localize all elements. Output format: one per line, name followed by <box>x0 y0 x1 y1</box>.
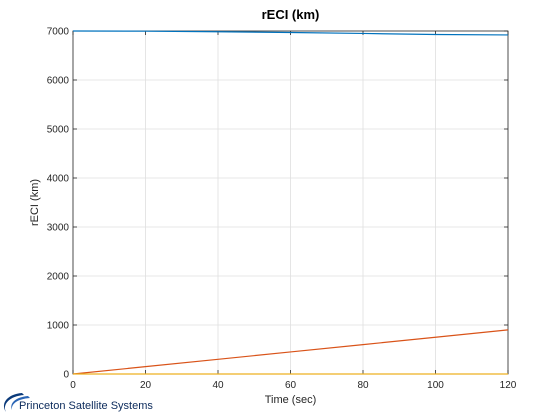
x-axis-label: Time (sec) <box>265 394 317 406</box>
grid <box>72 30 509 375</box>
y-tick-label: 1000 <box>47 321 70 332</box>
x-tick-label: 80 <box>357 380 369 391</box>
x-tick-label: 40 <box>212 380 224 391</box>
x-tick-label: 0 <box>70 380 76 391</box>
y-axis-label: rECI (km) <box>29 179 41 226</box>
x-tick-label: 60 <box>285 380 297 391</box>
axis-ticks: 0 20 40 60 80 100 120 0 1000 2000 3000 4000 5000 6000… <box>47 27 517 392</box>
company-logo: Princeton Satellite Systems <box>0 390 200 418</box>
series-line-1 <box>72 30 509 36</box>
logo-text: Princeton Satellite Systems <box>19 400 153 412</box>
chart-title: rECI (km) <box>262 7 320 22</box>
y-tick-label: 2000 <box>47 272 70 283</box>
y-tick-label: 3000 <box>47 223 70 234</box>
x-tick-label: 120 <box>500 380 517 391</box>
y-tick-label: 6000 <box>47 76 70 87</box>
y-tick-label: 7000 <box>47 27 70 38</box>
y-tick-label: 4000 <box>47 174 70 185</box>
swoosh-icon <box>3 393 30 412</box>
series <box>72 30 509 375</box>
x-tick-label: 20 <box>140 380 152 391</box>
x-tick-label: 100 <box>427 380 444 391</box>
series-line-2 <box>72 329 509 375</box>
y-tick-label: 5000 <box>47 125 70 136</box>
y-tick-label: 0 <box>63 370 69 381</box>
